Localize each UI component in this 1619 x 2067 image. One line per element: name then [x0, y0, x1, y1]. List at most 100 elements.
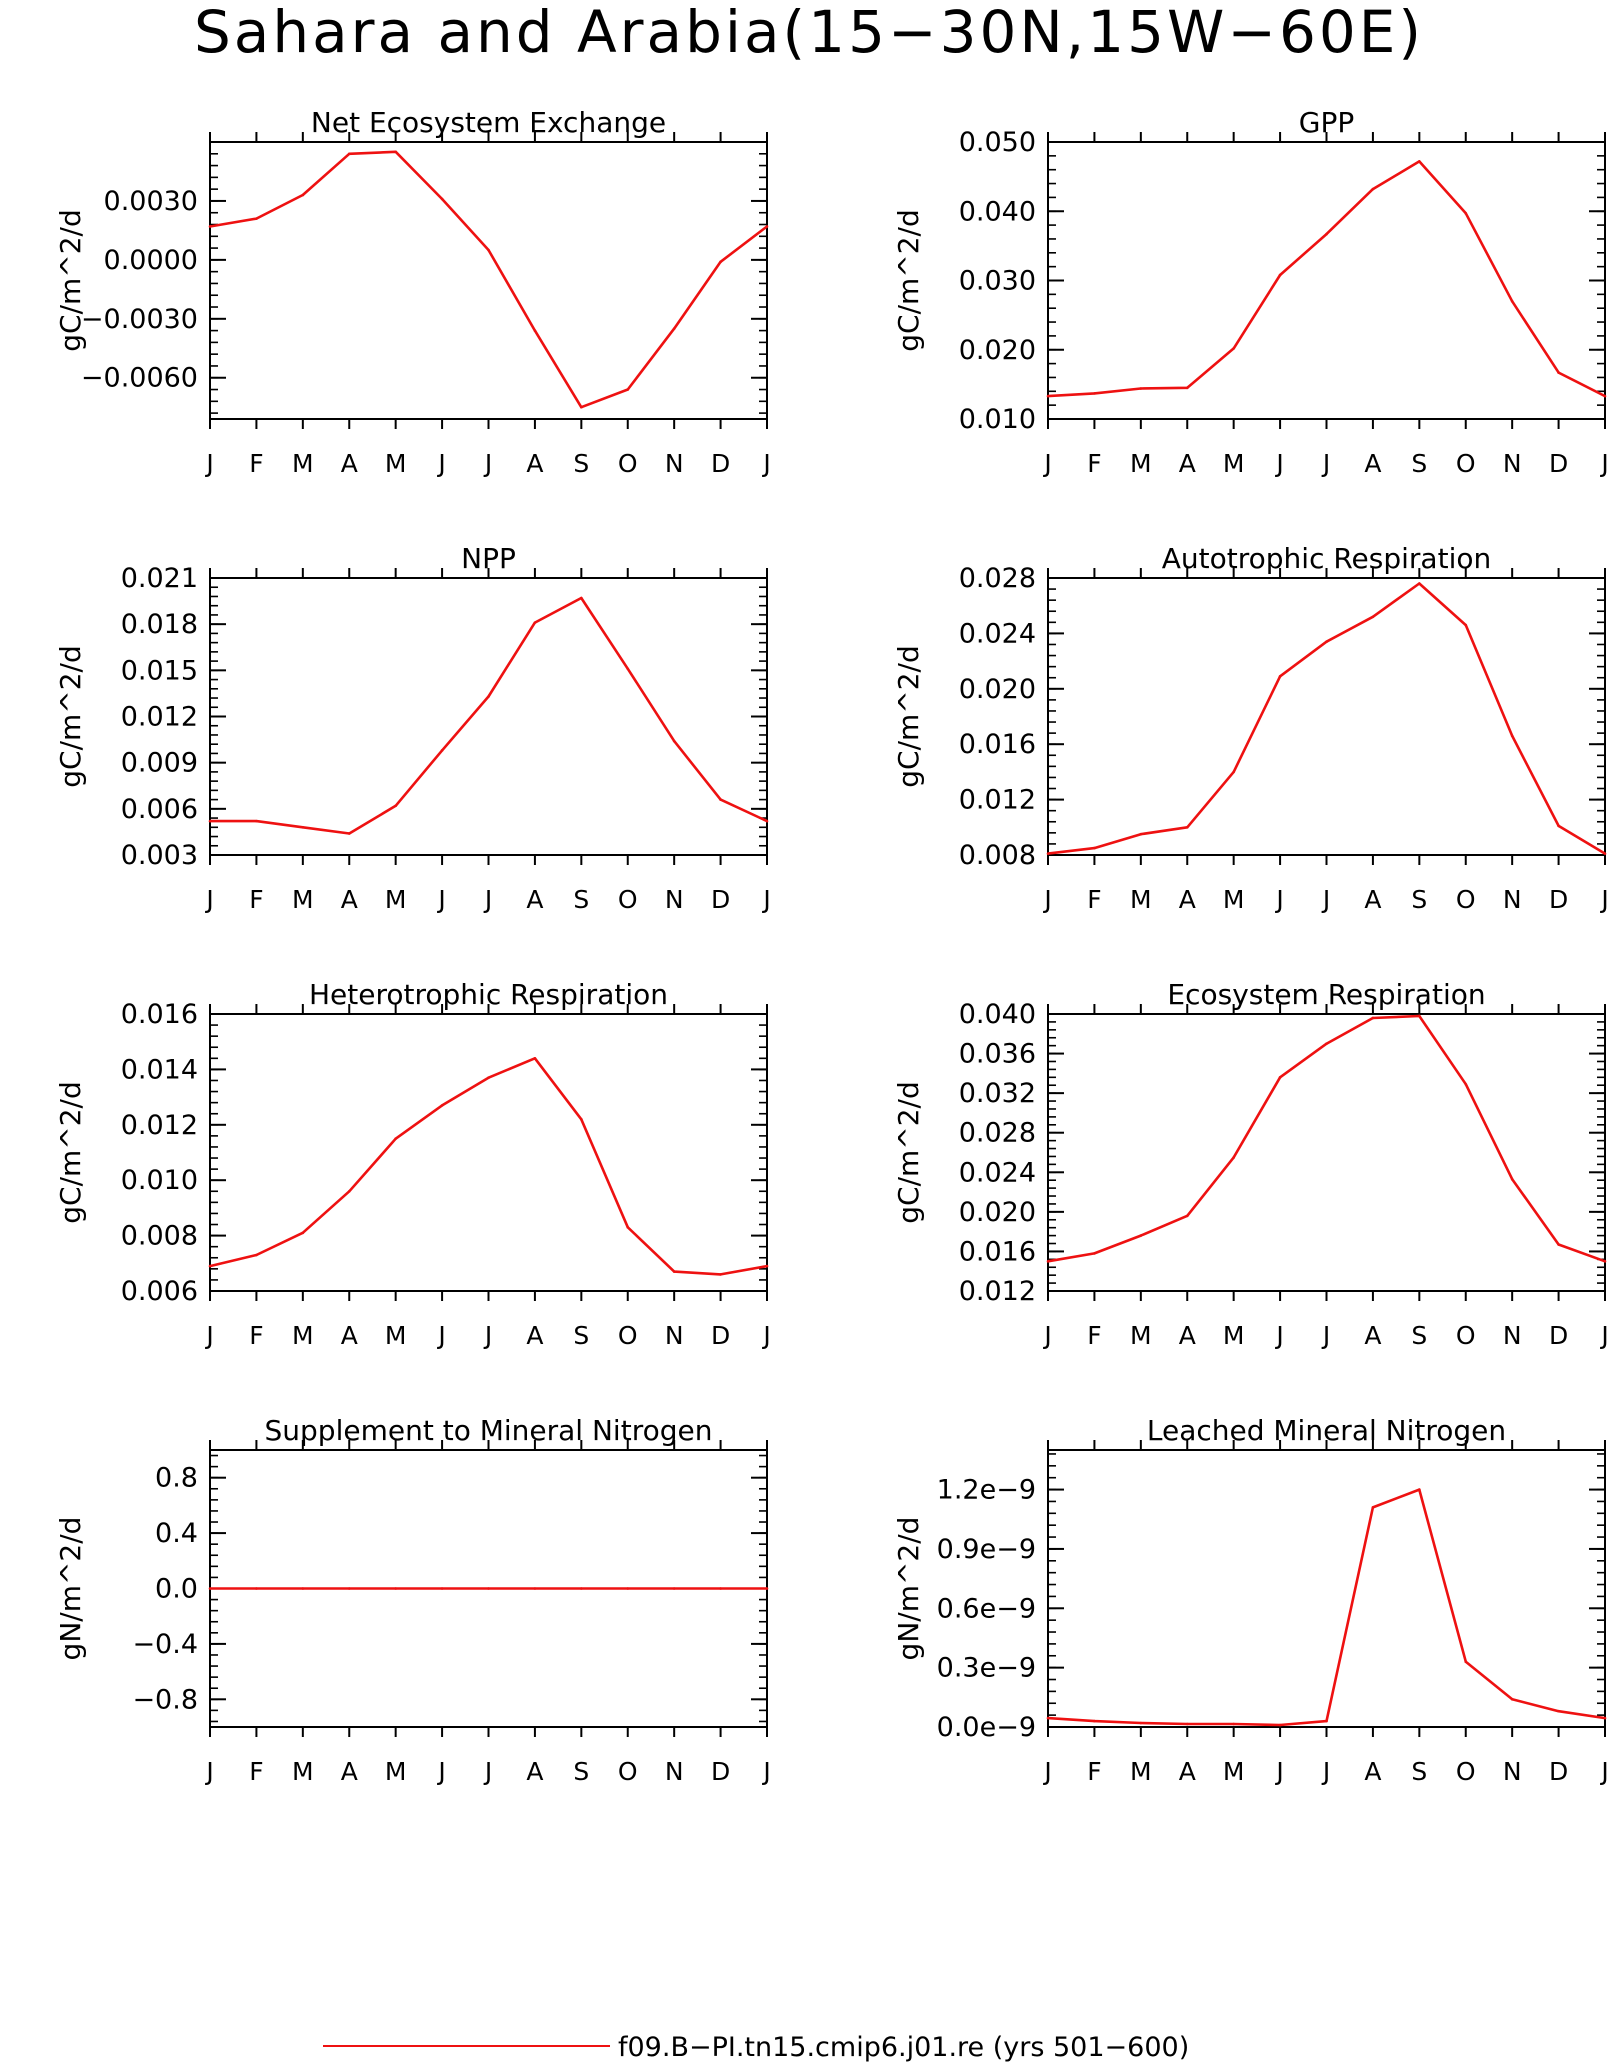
x-tick-label: A [341, 449, 358, 478]
y-tick-label: 0.008 [121, 1221, 198, 1252]
x-tick-label: M [385, 885, 407, 914]
x-tick-label: A [526, 449, 543, 478]
y-tick-label: 0.3e−9 [937, 1653, 1036, 1684]
x-tick-label: N [665, 1757, 684, 1786]
x-tick-label: J [761, 1757, 770, 1786]
y-tick-label: 0.8 [155, 1463, 198, 1494]
data-point [672, 1587, 676, 1590]
data-point [1278, 1723, 1282, 1727]
data-point [1603, 1716, 1607, 1720]
y-tick-label: 0.020 [959, 335, 1036, 366]
data-point [719, 798, 722, 801]
x-tick-label: J [204, 1321, 213, 1350]
x-tick-label: J [1274, 885, 1283, 914]
y-tick-label: 0.006 [121, 1276, 198, 1307]
y-axis-label: gC/m^2/d [54, 645, 87, 788]
series-line [209, 150, 768, 409]
x-tick-label: D [1549, 1757, 1568, 1786]
y-tick-label: 0.040 [959, 999, 1036, 1030]
data-point [765, 1587, 769, 1590]
data-point [1371, 1016, 1375, 1020]
data-point [1093, 1252, 1096, 1255]
y-tick-label: 0.010 [121, 1165, 198, 1196]
series-line [1047, 582, 1606, 855]
data-point [347, 152, 351, 156]
data-point [626, 1225, 630, 1229]
x-tick-label: A [1364, 1757, 1381, 1786]
data-point [347, 1189, 351, 1193]
data-point [533, 329, 537, 332]
panel-autotrophic-respiration: Autotrophic RespirationgC/m^2/d0.0080.01… [892, 542, 1609, 914]
x-tick-label: J [1599, 449, 1608, 478]
x-tick-label: F [249, 1321, 263, 1350]
data-point [626, 1587, 630, 1590]
series-line [210, 596, 768, 835]
x-tick-label: J [483, 885, 492, 914]
x-tick-label: M [1130, 1757, 1152, 1786]
x-tick-label: J [1042, 449, 1051, 478]
x-tick-label: A [1364, 449, 1381, 478]
data-point [1557, 824, 1560, 828]
data-point [394, 150, 397, 154]
x-tick-label: D [711, 449, 730, 478]
y-tick-label: 0.012 [959, 785, 1036, 816]
data-point [533, 1587, 537, 1590]
x-tick-label: J [761, 449, 770, 478]
x-tick-label: J [761, 885, 770, 914]
data-point [208, 1264, 212, 1268]
x-tick-label: F [1087, 885, 1101, 914]
x-tick-label: O [1456, 885, 1476, 914]
x-tick-label: A [526, 885, 543, 914]
x-tick-label: J [1321, 1757, 1330, 1786]
data-point [1185, 386, 1189, 390]
y-axis-label: gC/m^2/d [54, 1081, 87, 1224]
x-tick-label: J [1599, 885, 1608, 914]
data-point [1557, 371, 1560, 374]
data-point [1510, 1698, 1514, 1701]
data-point [1603, 852, 1607, 855]
x-tick-label: M [292, 885, 314, 914]
data-point [1464, 212, 1468, 215]
data-point [1371, 187, 1375, 191]
x-tick-label: J [1321, 1321, 1330, 1350]
data-point [1418, 160, 1421, 163]
data-point [487, 1076, 490, 1080]
y-tick-label: 0.015 [121, 655, 198, 686]
x-tick-label: D [1549, 885, 1568, 914]
data-point [1139, 1721, 1143, 1725]
y-tick-label: 0.028 [959, 1118, 1036, 1149]
x-tick-label: A [1179, 449, 1196, 478]
x-tick-label: J [436, 885, 445, 914]
data-point [1510, 734, 1514, 738]
x-tick-label: M [1223, 1321, 1245, 1350]
x-tick-label: J [204, 449, 213, 478]
x-tick-label: F [1087, 1757, 1101, 1786]
y-tick-label: 0.0000 [104, 245, 198, 276]
x-tick-label: D [711, 1757, 730, 1786]
data-point [1603, 1260, 1607, 1263]
y-tick-label: 0.020 [959, 1197, 1036, 1228]
data-point [626, 388, 630, 391]
x-tick-label: J [436, 1321, 445, 1350]
data-point [487, 1587, 490, 1590]
x-tick-label: J [761, 1321, 770, 1350]
data-point [394, 1137, 397, 1140]
x-tick-label: S [573, 1321, 589, 1350]
x-tick-label: N [1503, 449, 1522, 478]
x-tick-label: D [1549, 1321, 1568, 1350]
x-tick-label: O [618, 885, 638, 914]
data-point [1232, 1722, 1235, 1726]
data-point [1325, 232, 1328, 236]
x-tick-label: M [1223, 1757, 1245, 1786]
x-tick-label: M [292, 1321, 314, 1350]
x-tick-label: F [1087, 1321, 1101, 1350]
x-tick-label: J [1274, 1757, 1283, 1786]
data-point [1510, 299, 1514, 303]
x-tick-label: J [436, 1757, 445, 1786]
x-tick-label: M [1130, 885, 1152, 914]
data-point [1185, 1214, 1189, 1218]
data-point [719, 1273, 722, 1276]
x-tick-label: J [1274, 1321, 1283, 1350]
x-tick-label: M [1130, 449, 1152, 478]
